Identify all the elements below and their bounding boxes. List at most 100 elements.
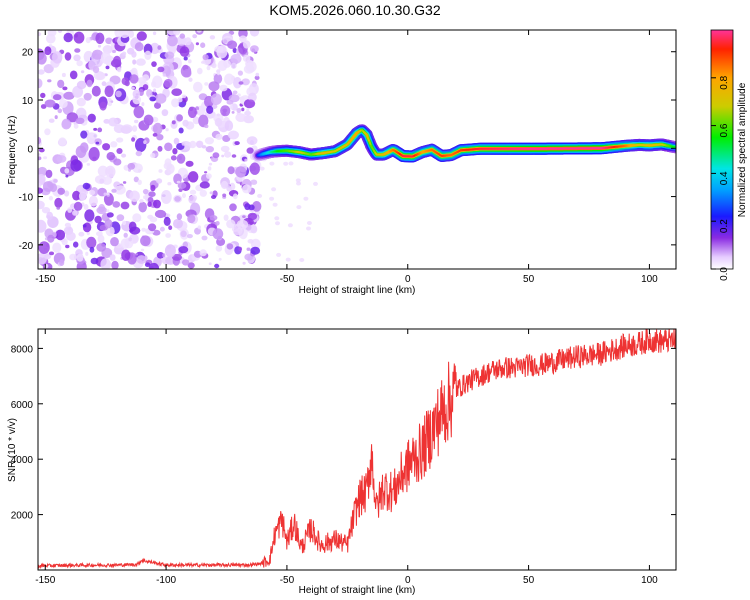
noise-blob [65, 174, 69, 178]
noise-blob [130, 86, 135, 90]
noise-blob [204, 124, 209, 129]
noise-blob [38, 166, 48, 177]
noise-blob [82, 224, 87, 228]
noise-blob [178, 246, 189, 254]
noise-blob [147, 196, 154, 203]
noise-blob [105, 165, 116, 178]
noise-blob [209, 35, 216, 40]
noise-blob [48, 44, 53, 48]
noise-blob [134, 119, 139, 124]
noise-blob [226, 219, 236, 229]
noise-blob [97, 44, 102, 48]
noise-blob [151, 61, 157, 67]
noise-blob [116, 148, 123, 154]
snr-x-tick-label: 100 [641, 575, 658, 586]
noise-blob [150, 184, 156, 192]
noise-blob [243, 64, 255, 74]
noise-blob [189, 140, 197, 149]
noise-blob [181, 141, 186, 146]
noise-blob [85, 37, 91, 44]
noise-blob [200, 42, 206, 48]
noise-blob [187, 214, 196, 224]
noise-blob [209, 215, 218, 221]
noise-blob [208, 262, 212, 266]
noise-blob [132, 59, 137, 65]
noise-blob [247, 239, 254, 244]
noise-blob [249, 30, 260, 37]
noise-blob [78, 191, 87, 201]
noise-blob [156, 134, 164, 141]
noise-blob [53, 179, 58, 183]
noise-blob [121, 249, 131, 261]
noise-blob [149, 42, 160, 55]
noise-blob [69, 253, 77, 261]
noise-blob [157, 66, 165, 73]
noise-blob [183, 68, 192, 78]
noise-blob [212, 228, 224, 240]
noise-blob [228, 130, 239, 140]
noise-blob [185, 160, 194, 167]
noise-blob [73, 123, 79, 129]
noise-blob [38, 219, 47, 233]
noise-blob [129, 226, 141, 235]
noise-blob [135, 137, 147, 153]
noise-blob [143, 140, 147, 145]
noise-blob [80, 130, 88, 139]
noise-blob [201, 235, 208, 241]
noise-blob [136, 255, 147, 264]
noise-blob [182, 119, 189, 127]
spectrogram-y-tick-label: -10 [19, 193, 34, 204]
noise-blob [89, 132, 98, 139]
noise-blob [132, 213, 142, 223]
noise-blob [201, 61, 205, 64]
noise-blob [70, 159, 82, 172]
noise-blob [102, 176, 112, 185]
noise-blob [104, 219, 113, 229]
spectrogram-y-tick-label: 20 [22, 48, 34, 59]
noise-blob [154, 102, 161, 109]
noise-blob [177, 182, 187, 189]
noise-blob [92, 66, 100, 74]
noise-blob [248, 204, 255, 211]
snr-x-tick-label: 0 [405, 575, 411, 586]
noise-blob [171, 88, 183, 96]
noise-blob [152, 31, 157, 36]
noise-blob [64, 222, 71, 228]
noise-blob [155, 153, 159, 157]
noise-blob [38, 52, 47, 65]
noise-blob [152, 122, 163, 135]
noise-blob [49, 183, 58, 192]
noise-blob [188, 171, 199, 183]
noise-blob [188, 59, 192, 64]
noise-blob [296, 181, 301, 186]
noise-blob [133, 176, 139, 183]
noise-blob [211, 62, 217, 69]
noise-blob [96, 243, 107, 252]
snr-frame [37, 328, 677, 571]
noise-blob [230, 62, 237, 69]
noise-blob [117, 66, 122, 73]
noise-blob [206, 173, 212, 179]
noise-blob [78, 231, 85, 237]
noise-blob [84, 117, 89, 121]
noise-blob [208, 162, 213, 166]
noise-blob [61, 72, 66, 78]
snr-y-tick-label: 4000 [11, 455, 34, 466]
noise-blob [151, 81, 157, 88]
noise-blob [181, 94, 187, 99]
spectrogram-plot-area [38, 30, 676, 269]
noise-blob [121, 124, 133, 134]
noise-blob [274, 216, 280, 221]
noise-blob [38, 241, 50, 255]
noise-blob [306, 221, 312, 225]
noise-blob [112, 49, 116, 54]
noise-blob [121, 153, 127, 158]
snr-x-tick-label: -150 [35, 575, 55, 586]
noise-blob [160, 190, 172, 204]
noise-blob [213, 73, 223, 84]
noise-blob [167, 182, 172, 186]
snr-x-tick-label: -100 [156, 575, 176, 586]
snr-y-tick-label: 6000 [11, 400, 34, 411]
noise-blob [100, 258, 111, 269]
noise-blob [99, 178, 105, 184]
